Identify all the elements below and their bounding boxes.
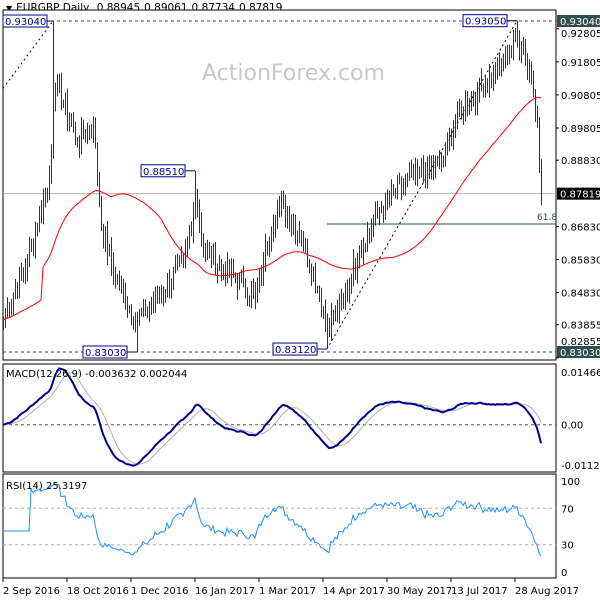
fibonacci-label: 61.8 [537,213,557,223]
price-tick-label: 0.91805 [561,58,600,69]
date-tick-label: 13 Jul 2017 [451,586,508,597]
swing-label: 0.83030 [85,348,126,359]
price-tick-label: 0.83855 [561,321,600,332]
date-tick-label: 2 Sep 2016 [3,586,60,597]
date-tick-label: 18 Oct 2016 [67,586,129,597]
price-level-label: 0.87819 [560,190,600,201]
swing-label: 0.88510 [143,167,184,178]
swing-label-box [140,164,186,178]
price-tick-label: 0.92805 [561,29,600,40]
macd-label: MACD(12,26,9) -0.003632 0.002044 [6,369,187,380]
swing-label-box [82,345,128,359]
rsi-tick-label: 30 [561,541,574,552]
rsi-label: RSI(14) 25.3197 [6,481,87,492]
macd-tick-label: -0.011202 [561,461,600,472]
price-tick-label: 0.88830 [561,156,600,167]
price-tick-label: 0.82855 [561,337,600,348]
swing-label-box [2,14,48,28]
price-tick-label: 0.85830 [561,255,600,266]
price-level-box [557,15,600,28]
date-tick-label: 1 Dec 2016 [131,586,189,597]
date-tick-label: 28 Aug 2017 [515,586,579,597]
macd-tick-label: 0.014661 [561,368,600,379]
swing-label-box [272,342,318,356]
price-tick-label: 0.86830 [561,222,600,233]
date-tick-label: 16 Jan 2017 [195,586,255,597]
macd-signal-line [2,372,542,465]
price-level-box [557,187,600,200]
rsi-tick-label: 0 [561,568,567,579]
price-level-label: 0.83030 [560,348,600,359]
price-panel [2,9,557,361]
price-tick-label: 0.89805 [561,124,600,135]
macd-main-line [2,367,542,467]
price-level-label: 0.93040 [560,17,600,28]
price-level-box [557,345,600,358]
watermark: ActionForex.com [202,61,385,86]
date-tick-label: 1 Mar 2017 [259,586,316,597]
trendline [2,20,54,89]
price-tick-label: 0.90805 [561,91,600,102]
rsi-tick-label: 100 [561,477,580,488]
swing-label: 0.83120 [275,345,316,356]
price-tick-label: 0.84830 [561,288,600,299]
date-tick-label: 14 Apr 2017 [323,586,385,597]
rsi-tick-label: 70 [561,504,574,515]
swing-label-box [462,14,508,28]
date-tick-label: 30 May 2017 [387,586,452,597]
macd-tick-label: 0.00 [561,421,583,432]
rsi-line [3,483,542,557]
swing-label: 0.93050 [465,17,506,28]
axis-background [557,0,600,600]
triangle-down-icon[interactable]: ▼ [6,4,13,13]
moving-average-line [2,96,542,321]
swing-label: 0.93040 [5,17,46,28]
